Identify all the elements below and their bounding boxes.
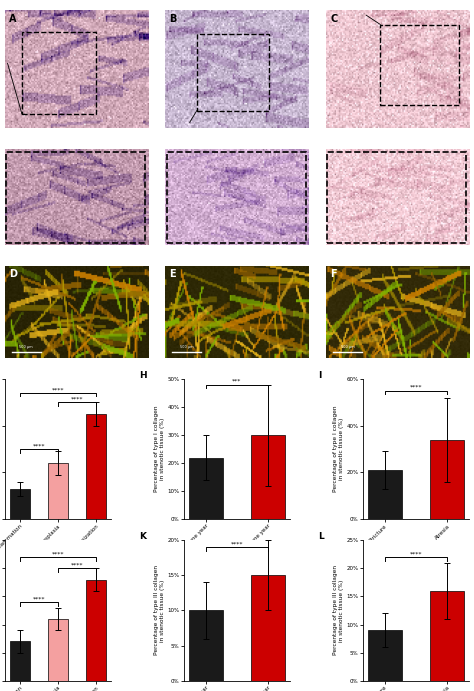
Text: I: I xyxy=(318,370,321,379)
Bar xyxy=(9,641,30,681)
Bar xyxy=(22,32,97,114)
Text: ****: **** xyxy=(231,542,243,547)
Text: ****: **** xyxy=(71,562,83,568)
Bar xyxy=(189,610,223,681)
Text: ****: **** xyxy=(52,387,64,392)
Text: L: L xyxy=(318,532,324,541)
Text: ****: **** xyxy=(33,444,46,448)
Bar xyxy=(85,414,107,519)
Y-axis label: Percentage of type III collagen
in stenotic tissue (%): Percentage of type III collagen in steno… xyxy=(154,565,165,656)
Text: ****: **** xyxy=(33,596,46,601)
Text: H: H xyxy=(139,370,146,379)
Y-axis label: Percentage of type I collagen
in stenotic tissue (%): Percentage of type I collagen in stenoti… xyxy=(333,406,344,493)
Bar xyxy=(189,457,223,519)
Text: C: C xyxy=(330,14,337,24)
Y-axis label: Percentage of type I collagen
in stenotic tissue (%): Percentage of type I collagen in stenoti… xyxy=(154,406,165,493)
Bar xyxy=(9,489,30,519)
Text: B: B xyxy=(170,14,177,24)
Bar xyxy=(430,439,465,519)
Text: ****: **** xyxy=(52,551,64,556)
Bar xyxy=(47,619,68,681)
Text: D: D xyxy=(9,269,17,278)
Text: ****: **** xyxy=(410,385,422,390)
Bar xyxy=(251,435,285,519)
Text: 500 μm: 500 μm xyxy=(180,345,194,349)
Text: K: K xyxy=(139,532,146,541)
Text: 500 μm: 500 μm xyxy=(19,345,33,349)
Text: ****: **** xyxy=(410,551,422,556)
Bar xyxy=(380,24,459,104)
Bar xyxy=(251,576,285,681)
Text: ***: *** xyxy=(232,379,242,384)
Text: ****: **** xyxy=(71,397,83,401)
Text: 500 μm: 500 μm xyxy=(341,345,354,349)
Bar xyxy=(197,34,269,111)
Y-axis label: Percentage of type III collagen
in stenotic tissue (%): Percentage of type III collagen in steno… xyxy=(333,565,344,656)
Text: E: E xyxy=(170,269,176,278)
Text: F: F xyxy=(330,269,337,278)
Bar xyxy=(367,630,402,681)
Bar xyxy=(430,591,465,681)
Bar xyxy=(47,463,68,519)
Text: A: A xyxy=(9,14,17,24)
Bar xyxy=(367,470,402,519)
Bar xyxy=(85,580,107,681)
